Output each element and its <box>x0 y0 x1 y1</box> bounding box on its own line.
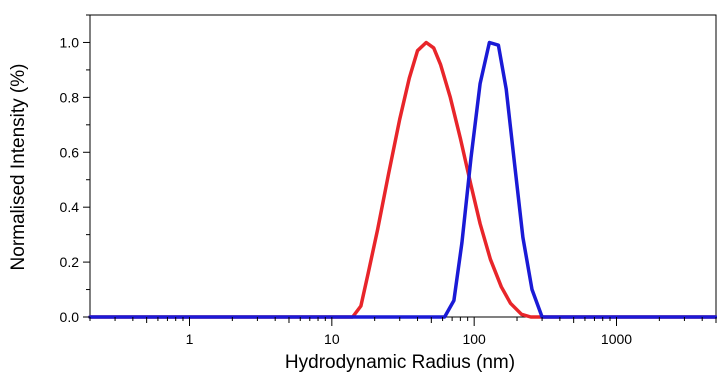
y-tick-label: 0.0 <box>60 309 80 325</box>
x-axis-label: Hydrodynamic Radius (nm) <box>285 352 515 373</box>
y-tick-label: 0.6 <box>60 144 80 160</box>
y-tick-label: 1.0 <box>60 34 80 50</box>
x-tick-label: 1000 <box>601 331 632 347</box>
y-tick-label: 0.8 <box>60 89 80 105</box>
x-tick-label: 10 <box>324 331 340 347</box>
plot-area <box>89 14 717 318</box>
series-line-2 <box>88 40 717 319</box>
plot-frame <box>89 14 717 318</box>
series-line-1 <box>88 40 717 319</box>
y-tick-label: 0.4 <box>60 199 80 215</box>
y-tick-label: 0.2 <box>60 254 80 270</box>
y-axis-label: Normalised Intensity (%) <box>8 64 29 271</box>
series-layer <box>88 40 717 319</box>
x-tick-label: 1 <box>186 331 194 347</box>
x-tick-label: 100 <box>462 331 486 347</box>
axes-layer: 0.0 0.2 0.4 0.6 0.8 1.0 1 10 100 1000 <box>60 14 717 347</box>
